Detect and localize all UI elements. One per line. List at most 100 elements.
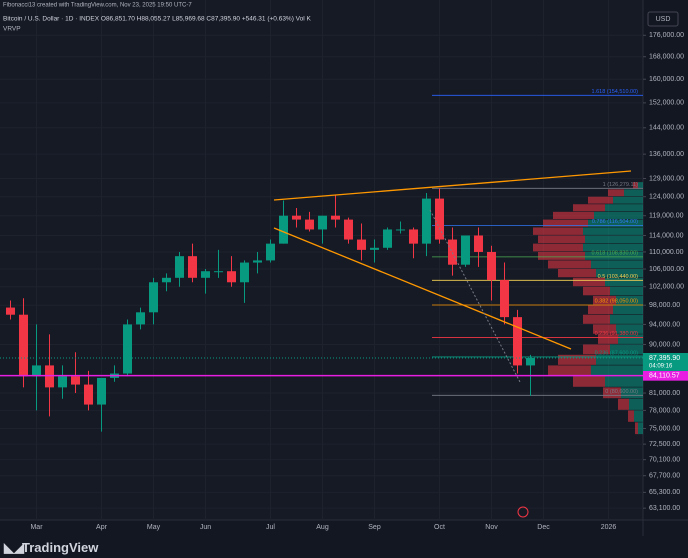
vp-up [583,227,643,235]
candle-body [448,239,457,265]
y-tick-label: 63,100.00 [649,505,680,512]
x-tick-label: Sep [368,524,381,531]
candle-body [318,215,327,230]
y-tick-label: 75,000.00 [649,425,680,432]
countdown: 04:09:16 [649,364,673,370]
y-tick-label: 70,100.00 [649,457,680,464]
candle-body [305,219,314,230]
vp-up [585,235,643,244]
vp-up [616,324,643,334]
brand-logo: ◣◢ [4,540,24,555]
candle-body [461,235,470,265]
candle-body [513,317,522,366]
vp-down [538,251,585,260]
candle-body [409,229,418,244]
y-tick-label: 176,000.00 [649,32,684,39]
vp-down [608,189,624,197]
plot-bg [0,0,643,520]
vp-up [596,269,643,278]
y-tick-label: 110,000.00 [649,249,684,256]
last-price-label: 87,395.90 [649,355,680,362]
y-tick-label: 81,000.00 [649,390,680,397]
candle-body [188,256,197,278]
vp-up [624,189,643,197]
event-icon [517,506,529,518]
vp-up [629,398,643,410]
vp-up [591,365,643,376]
vp-down [583,286,610,296]
y-tick-label: 152,000.00 [649,100,684,107]
vp-up [634,410,643,422]
vp-up [610,344,643,355]
vp-down [588,305,613,315]
brand: TradingView [22,540,99,555]
credit: Fibonacci13 created with TradingView.com… [3,3,192,9]
trendline [273,170,632,201]
symbol: Bitcoin / U.S. Dollar · 1D · INDEX O86,8… [3,16,312,23]
vp-down [553,211,594,219]
vp-up [605,376,643,387]
y-tick-label: 67,700.00 [649,473,680,480]
candle-body [149,282,158,313]
candle-body [396,229,405,231]
vp-down [558,354,596,365]
fib-label: 0.786 (116,504.00) [592,219,638,225]
candle-body [331,215,340,220]
vp-up [605,204,643,212]
x-tick-label: Jul [266,524,275,531]
vp-up [638,182,643,189]
vp-up [583,243,643,252]
candle-body [32,365,41,377]
candle-body [123,324,132,374]
candle-body [19,314,28,377]
vp-down [573,277,605,287]
chart: 1.618 (154,510.00) 1 (126,279.11) 0.786 (1… [0,0,688,536]
x-tick-label: Mar [30,524,43,531]
vp-down [583,344,610,355]
vp-down [533,243,583,252]
vp-up [616,295,643,305]
vp-up [596,354,643,365]
candle-body [175,256,184,278]
vp-down [593,295,616,305]
vp-up [610,286,643,296]
candle-body [357,239,366,250]
candle-body [526,358,535,366]
candle-body [435,198,444,240]
candle-body [487,251,496,281]
vp-down [548,365,591,376]
candle-body [240,262,249,283]
support-tag [643,370,688,381]
candle-body [344,219,353,240]
candle-body [292,215,301,220]
last-price-tag [643,353,688,372]
layer: 1.618 (154,510.00) 1 (126,279.11) 0.786 (1… [6,88,643,435]
fib-label: 1.618 (154,510.00) [592,89,639,95]
y-tick-label: 160,000.00 [649,76,684,83]
fib-label: 1 (126,279.11) [603,182,639,188]
fib-label: 0.382 (98,050.00) [595,298,639,304]
vp-down [598,334,618,344]
vp-down [533,227,583,235]
fib-trend [429,209,521,383]
y-tick-label: 94,000.00 [649,321,680,328]
candle-body [253,260,262,263]
currency[interactable]: USD [656,16,671,23]
vp-down [593,324,616,334]
candle-body [162,277,171,283]
y-tick-label: 124,000.00 [649,194,684,201]
candle-body [383,229,392,248]
y-tick-label: 72,500.00 [649,441,680,448]
vp-down [538,235,585,244]
vp-down [548,260,591,269]
support-label: 84,110.57 [649,373,680,380]
vp-up [610,314,643,324]
fib-label: 0.5 (103,440.00) [598,274,639,280]
vp-up [638,422,643,435]
fib-label: 0.236 (91,380.00) [595,331,639,337]
currency-box[interactable] [647,11,679,27]
candle-body [136,312,145,325]
candle-body [201,271,210,278]
footer: ◣◢ TradingView [0,536,688,558]
